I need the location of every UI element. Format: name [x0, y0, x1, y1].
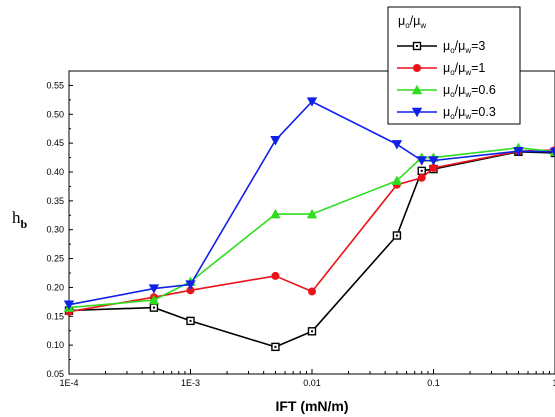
legend-entry: μo/μw=0.6: [397, 83, 496, 99]
x-tick-label: 0.01: [303, 378, 321, 388]
data-point: [148, 284, 160, 294]
data-point: [185, 280, 196, 290]
y-tick-label: 0.55: [46, 80, 64, 90]
legend-label: μo/μw=3: [443, 39, 485, 55]
legend: μo/μw μo/μw=3 μo/μw=1 μo/μw=0.6 μo/μw=0.3: [387, 6, 521, 125]
legend-entries: μo/μw=3 μo/μw=1 μo/μw=0.6 μo/μw=0.3: [397, 39, 496, 121]
series-layer: [63, 97, 555, 352]
legend-entry: μo/μw=3: [397, 39, 485, 55]
data-point-dot: [152, 306, 155, 309]
series-line: [68, 100, 555, 306]
y-axis-title-main: h: [12, 208, 21, 227]
legend-label: μo/μw=0.3: [443, 105, 496, 121]
data-point: [308, 287, 316, 296]
data-point: [306, 208, 318, 219]
legend-entry: μo/μw=0.3: [397, 105, 496, 121]
data-point: [148, 294, 160, 305]
legend-marker: [411, 84, 423, 95]
legend-box: [387, 6, 521, 125]
y-tick-label: 0.50: [46, 109, 64, 119]
data-point: [271, 271, 280, 280]
y-tick-label: 0.35: [46, 196, 64, 206]
y-tick-label: 0.25: [46, 254, 64, 264]
data-point: [428, 156, 439, 166]
data-point: [391, 175, 403, 185]
data-point: [513, 147, 524, 157]
legend-label: μo/μw=1: [443, 61, 485, 77]
data-point: [416, 156, 427, 166]
y-tick-label: 0.05: [46, 369, 64, 379]
data-point: [63, 300, 75, 310]
data-point: [429, 163, 438, 172]
x-tick-label: 0.1: [427, 378, 440, 388]
series-1: [64, 147, 555, 352]
data-point: [186, 286, 195, 295]
y-tick-label: 0.15: [46, 311, 64, 321]
data-point-dot: [311, 330, 313, 333]
series-3: [63, 142, 555, 312]
legend-title: μo/μw: [398, 14, 426, 30]
data-point: [391, 140, 403, 150]
x-tick-label: 1E-3: [181, 378, 200, 388]
x-tick-label: 1: [552, 378, 555, 388]
data-point-dot: [274, 345, 277, 348]
y-axis: 0.05 0.10 0.15 0.20 0.25 0.30 0.35 0.40 0.45 0.50…: [46, 80, 73, 379]
data-point-dot: [395, 234, 398, 237]
y-tick-label: 0.20: [46, 282, 64, 292]
legend-marker: [413, 64, 421, 72]
y-tick-label: 0.10: [46, 340, 64, 350]
y-tick-label: 0.40: [46, 167, 64, 177]
series-line: [68, 149, 555, 313]
series-4: [63, 97, 555, 310]
data-point-dot: [420, 169, 423, 172]
data-point: [549, 147, 555, 157]
series-2: [65, 146, 555, 316]
series-line: [68, 150, 555, 348]
data-point: [270, 208, 281, 219]
data-point: [417, 173, 426, 182]
legend-marker: [411, 107, 423, 118]
data-point-dot: [189, 319, 192, 322]
series-line: [68, 146, 555, 309]
x-axis-title: IFT (mN/m): [275, 398, 348, 414]
legend-entry: μo/μw=1: [397, 61, 485, 77]
y-tick-label: 0.45: [46, 138, 64, 148]
legend-label: μo/μw=0.6: [443, 83, 496, 99]
data-point: [270, 136, 281, 146]
y-axis-title: hb: [12, 208, 28, 231]
x-tick-label: 1E-4: [59, 378, 78, 388]
y-axis-title-subscript: b: [21, 217, 28, 231]
y-tick-label: 0.30: [46, 225, 64, 235]
data-point: [306, 97, 318, 107]
x-axis: 1E-4 1E-3 0.01 0.1 1: [59, 369, 555, 388]
legend-marker-dot: [416, 45, 418, 47]
